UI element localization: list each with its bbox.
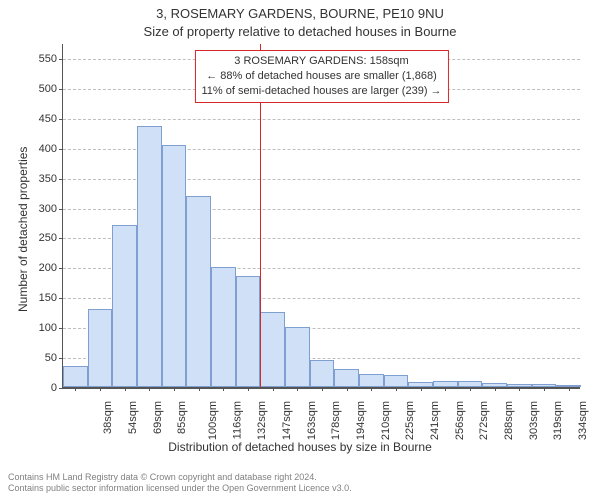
x-tick-label: 194sqm: [355, 401, 367, 440]
y-tick-label: 50: [45, 352, 57, 364]
y-tick-label: 0: [51, 382, 57, 394]
y-tick-label: 150: [39, 292, 57, 304]
y-tick-mark: [59, 328, 63, 329]
chart-title-line1: 3, ROSEMARY GARDENS, BOURNE, PE10 9NU: [0, 6, 600, 21]
y-tick-mark: [59, 358, 63, 359]
plot-area: 05010015020025030035040045050055038sqm54…: [62, 44, 580, 388]
histogram-bar: [112, 225, 137, 387]
annotation-line1: 3 ROSEMARY GARDENS: 158sqm: [201, 54, 441, 69]
x-tick-mark: [495, 387, 496, 391]
histogram-bar: [162, 145, 187, 387]
histogram-bar: [334, 369, 359, 387]
histogram-bar: [63, 366, 88, 387]
histogram-bar: [285, 327, 310, 387]
chart-container: 3, ROSEMARY GARDENS, BOURNE, PE10 9NU Si…: [0, 0, 600, 500]
histogram-bar: [88, 309, 113, 387]
x-tick-mark: [174, 387, 175, 391]
y-tick-mark: [59, 298, 63, 299]
y-tick-mark: [59, 268, 63, 269]
x-tick-label: 241sqm: [429, 401, 441, 440]
x-tick-label: 100sqm: [207, 401, 219, 440]
x-tick-label: 272sqm: [478, 401, 490, 440]
histogram-bar: [384, 375, 409, 387]
histogram-bar: [260, 312, 285, 387]
x-tick-mark: [347, 387, 348, 391]
x-tick-mark: [396, 387, 397, 391]
x-tick-mark: [100, 387, 101, 391]
y-tick-mark: [59, 238, 63, 239]
y-tick-mark: [59, 59, 63, 60]
x-tick-label: 288sqm: [503, 401, 515, 440]
y-tick-label: 250: [39, 232, 57, 244]
x-tick-label: 54sqm: [127, 401, 139, 434]
x-tick-label: 85sqm: [176, 401, 188, 434]
gridline: [63, 119, 580, 120]
x-tick-mark: [445, 387, 446, 391]
x-tick-label: 225sqm: [404, 401, 416, 440]
x-tick-mark: [322, 387, 323, 391]
x-tick-mark: [75, 387, 76, 391]
y-tick-mark: [59, 149, 63, 150]
x-tick-mark: [569, 387, 570, 391]
x-tick-label: 303sqm: [528, 401, 540, 440]
annotation-line3: 11% of semi-detached houses are larger (…: [201, 84, 441, 99]
x-tick-mark: [421, 387, 422, 391]
y-tick-label: 200: [39, 262, 57, 274]
y-tick-mark: [59, 209, 63, 210]
y-axis-label: Number of detached properties: [16, 147, 30, 312]
histogram-bar: [186, 196, 211, 387]
footer-line2: Contains public sector information licen…: [8, 483, 592, 494]
y-tick-mark: [59, 388, 63, 389]
y-tick-mark: [59, 119, 63, 120]
annotation-line2: ← 88% of detached houses are smaller (1,…: [201, 69, 441, 84]
x-tick-mark: [297, 387, 298, 391]
x-tick-label: 210sqm: [380, 401, 392, 440]
x-tick-label: 163sqm: [306, 401, 318, 440]
y-tick-label: 450: [39, 113, 57, 125]
x-axis-label: Distribution of detached houses by size …: [0, 440, 600, 454]
histogram-bar: [310, 360, 335, 387]
x-tick-mark: [470, 387, 471, 391]
x-tick-label: 334sqm: [577, 401, 589, 440]
x-tick-mark: [273, 387, 274, 391]
y-tick-label: 100: [39, 322, 57, 334]
footer-line1: Contains HM Land Registry data © Crown c…: [8, 472, 592, 483]
x-tick-label: 116sqm: [231, 401, 243, 439]
x-tick-label: 132sqm: [256, 401, 268, 440]
x-tick-mark: [544, 387, 545, 391]
chart-title-line2: Size of property relative to detached ho…: [0, 24, 600, 39]
x-tick-mark: [371, 387, 372, 391]
x-tick-label: 38sqm: [102, 401, 114, 434]
y-tick-label: 500: [39, 83, 57, 95]
histogram-bar: [236, 276, 261, 387]
x-tick-mark: [223, 387, 224, 391]
y-tick-label: 400: [39, 143, 57, 155]
footer: Contains HM Land Registry data © Crown c…: [8, 472, 592, 495]
histogram-bar: [359, 374, 384, 387]
x-tick-mark: [519, 387, 520, 391]
x-tick-label: 319sqm: [552, 401, 564, 440]
x-tick-label: 147sqm: [281, 401, 293, 440]
x-tick-label: 178sqm: [330, 401, 342, 440]
y-tick-mark: [59, 179, 63, 180]
histogram-bar: [137, 126, 162, 387]
x-tick-label: 69sqm: [152, 401, 164, 434]
histogram-bar: [211, 267, 236, 387]
x-tick-mark: [248, 387, 249, 391]
y-tick-label: 550: [39, 53, 57, 65]
y-tick-mark: [59, 89, 63, 90]
y-tick-label: 300: [39, 203, 57, 215]
y-tick-label: 350: [39, 173, 57, 185]
x-tick-mark: [125, 387, 126, 391]
annotation-box: 3 ROSEMARY GARDENS: 158sqm ← 88% of deta…: [194, 50, 448, 103]
x-tick-mark: [199, 387, 200, 391]
x-tick-label: 256sqm: [454, 401, 466, 440]
x-tick-mark: [149, 387, 150, 391]
